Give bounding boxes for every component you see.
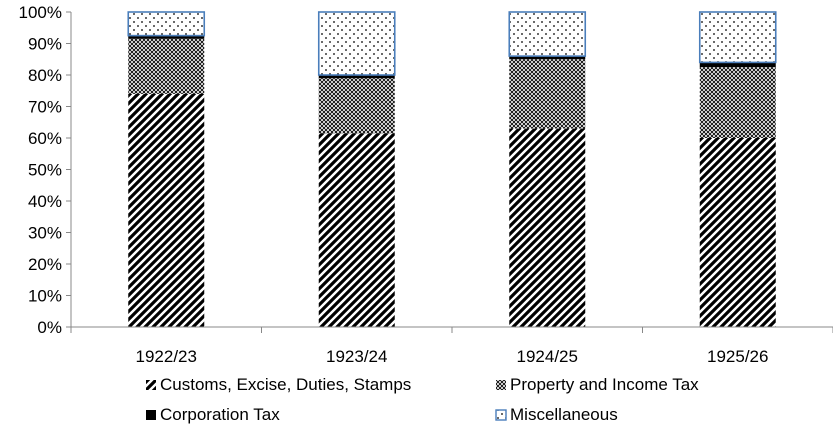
bar-segment-4-1925-26 — [698, 11, 777, 64]
bar-segment-3-1924-25 — [509, 56, 586, 60]
y-tick-label: 20% — [28, 255, 62, 274]
y-tick-label: 80% — [28, 66, 62, 85]
bar-segment-1-1923-24 — [318, 133, 395, 327]
y-tick-label: 30% — [28, 224, 62, 243]
y-tick-label: 50% — [28, 161, 62, 180]
bar-segment-3-1922-23 — [128, 35, 205, 39]
x-tick-label: 1924/25 — [517, 347, 578, 366]
bar-segment-1-1925-26 — [699, 138, 776, 327]
legend-label: Property and Income Tax — [510, 375, 699, 394]
legend-label: Customs, Excise, Duties, Stamps — [160, 375, 411, 394]
y-tick-label: 40% — [28, 192, 62, 211]
legend-swatch — [496, 380, 506, 390]
bar-segment-3-1923-24 — [318, 75, 395, 79]
legend-swatch — [495, 409, 507, 421]
y-tick-label: 10% — [28, 287, 62, 306]
y-tick-label: 100% — [19, 3, 62, 22]
y-tick-label: 0% — [37, 318, 62, 337]
legend-swatch — [146, 380, 156, 390]
y-tick-label: 60% — [28, 129, 62, 148]
x-tick-label: 1923/24 — [326, 347, 387, 366]
y-tick-label: 90% — [28, 35, 62, 54]
bar-segment-3-1925-26 — [699, 62, 776, 68]
bar-segment-1-1922-23 — [128, 93, 205, 328]
bar-segment-1-1924-25 — [509, 128, 586, 327]
y-tick-label: 70% — [28, 98, 62, 117]
bar-segment-2-1925-26 — [699, 67, 776, 138]
x-tick-label: 1925/26 — [707, 347, 768, 366]
bar-segment-2-1923-24 — [318, 78, 395, 134]
legend-swatch — [146, 410, 156, 420]
bar-segment-4-1924-25 — [508, 11, 587, 57]
bar-segment-4-1923-24 — [317, 11, 396, 76]
legend-label: Miscellaneous — [510, 405, 618, 424]
axes-layer: 0% 10% 20% 30% 40% 50% 60% 70% 80% 90% 100% — [19, 3, 833, 337]
legend-label: Corporation Tax — [160, 405, 280, 424]
x-tick-label: 1922/23 — [136, 347, 197, 366]
bar-segment-2-1922-23 — [128, 38, 205, 94]
bar-segment-4-1922-23 — [127, 11, 206, 37]
legend: Customs, Excise, Duties, Stamps Property … — [146, 375, 699, 424]
bars-layer: 1922/23 1923/24 1924/25 1925/26 — [127, 11, 777, 366]
bar-segment-2-1924-25 — [509, 59, 586, 129]
